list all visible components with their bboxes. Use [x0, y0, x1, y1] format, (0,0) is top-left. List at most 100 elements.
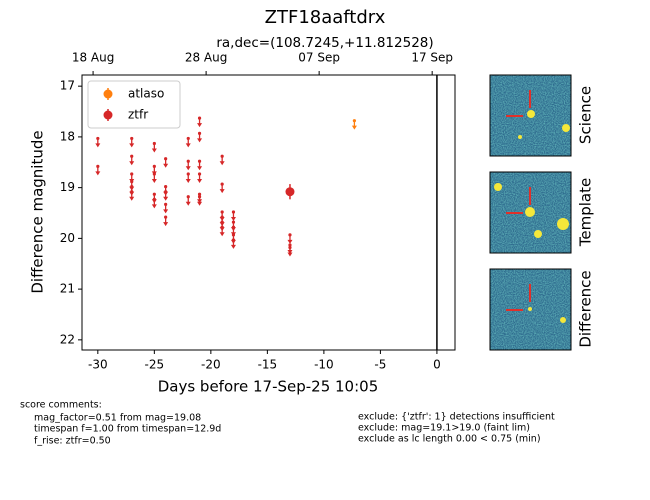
- x-tick-label: -20: [201, 358, 221, 372]
- x-tick-label: -10: [314, 358, 334, 372]
- cutout-frame: [489, 171, 572, 254]
- limit-arrow: [287, 252, 293, 257]
- upper-limit: [197, 116, 203, 128]
- x-tick-label: -30: [88, 358, 108, 372]
- chart-subtitle: ra,dec=(108.7245,+11.812528): [216, 35, 433, 51]
- y-tick-label: 19: [60, 180, 75, 194]
- upper-limit: [197, 131, 203, 143]
- upper-limit: [185, 159, 191, 171]
- y-tick-label: 20: [60, 231, 75, 245]
- cutout-label: Template: [577, 178, 595, 247]
- limit-dot: [197, 159, 202, 163]
- upper-limit: [163, 190, 169, 201]
- top-x-tick-label: 17 Sep: [411, 51, 453, 65]
- cutout-source: [528, 307, 532, 311]
- upper-limit: [219, 182, 225, 194]
- y-tick-label: 18: [60, 129, 75, 143]
- limit-arrow: [197, 201, 203, 206]
- upper-limit: [197, 195, 203, 206]
- limit-dot: [220, 215, 224, 219]
- limit-dot: [220, 182, 224, 186]
- limit-dot: [186, 195, 190, 199]
- upper-limit: [151, 172, 157, 183]
- limit-arrow: [351, 125, 357, 130]
- limit-dot: [220, 154, 224, 158]
- limit-dot: [152, 172, 156, 176]
- limit-arrow: [95, 171, 101, 176]
- limit-arrow: [185, 201, 191, 206]
- limit-arrow: [219, 189, 225, 194]
- y-tick-label: 22: [60, 332, 75, 346]
- limit-dot: [164, 190, 168, 194]
- limit-dot: [197, 131, 202, 135]
- upper-limit: [351, 119, 357, 130]
- upper-limit: [129, 154, 135, 166]
- upper-limit: [185, 195, 191, 206]
- upper-limit: [287, 233, 293, 244]
- score-line: f_rise: ztfr=0.50: [34, 436, 111, 447]
- limit-arrow: [95, 143, 101, 148]
- legend-marker: [103, 89, 113, 99]
- score-line: timespan f=1.00 from timespan=12.9d: [34, 424, 221, 435]
- exclusion: exclude as lc length 0.00 < 0.75 (min): [358, 434, 541, 445]
- cutout-source: [562, 124, 570, 132]
- point: [285, 187, 295, 197]
- limit-dot: [164, 185, 168, 189]
- limit-arrow: [185, 143, 191, 148]
- limit-dot: [231, 220, 236, 224]
- upper-limit: [163, 215, 169, 227]
- cutout-frame: [489, 268, 572, 351]
- limit-arrow: [219, 161, 225, 166]
- limit-dot: [197, 195, 202, 199]
- limit-dot: [197, 116, 202, 120]
- limit-dot: [231, 238, 236, 242]
- top-x-tick-label: 28 Aug: [185, 51, 228, 65]
- limit-dot: [288, 243, 292, 247]
- top-x-tick-label: 18 Aug: [72, 51, 115, 65]
- limit-dot: [152, 192, 156, 196]
- limit-dot: [220, 225, 224, 229]
- limit-dot: [164, 202, 168, 206]
- chart-title: ZTF18aaftdrx: [265, 7, 386, 28]
- y-tick-label: 21: [60, 282, 75, 296]
- limit-dot: [220, 210, 224, 214]
- limit-dot: [197, 192, 202, 196]
- upper-limit: [197, 172, 203, 183]
- y-tick-label: 17: [60, 79, 75, 93]
- limit-dot: [164, 215, 168, 219]
- x-tick-label: 0: [433, 358, 441, 372]
- limit-dot: [288, 233, 292, 237]
- limit-dot: [220, 220, 224, 224]
- limit-arrow: [163, 196, 169, 201]
- limit-arrow: [197, 138, 203, 143]
- upper-limit: [163, 157, 169, 168]
- limit-dot: [186, 172, 190, 176]
- cutout-source: [527, 110, 535, 118]
- limit-dot: [96, 136, 100, 141]
- upper-limit: [185, 136, 191, 148]
- limit-arrow: [287, 239, 293, 244]
- limit-dot: [186, 159, 190, 163]
- plot-frame: [81, 74, 456, 351]
- limit-dot: [152, 164, 156, 168]
- limit-arrow: [185, 166, 191, 171]
- limit-arrow: [129, 143, 135, 148]
- upper-limit: [151, 197, 157, 209]
- limit-arrow: [219, 232, 225, 237]
- upper-limit: [230, 210, 236, 222]
- y-axis-label: Difference magnitude: [29, 130, 47, 293]
- limit-dot: [130, 136, 134, 141]
- limit-dot: [130, 172, 134, 176]
- cutout-label: Science: [577, 86, 595, 144]
- limit-dot: [231, 225, 236, 229]
- limit-dot: [288, 245, 292, 250]
- limit-dot: [130, 185, 134, 189]
- top-x-tick-label: 07 Sep: [298, 51, 340, 65]
- limit-arrow: [197, 178, 203, 183]
- x-tick-label: -5: [374, 358, 386, 372]
- limit-arrow: [163, 222, 169, 227]
- upper-limit: [185, 172, 191, 183]
- cutout-source: [560, 317, 566, 323]
- limit-arrow: [163, 163, 169, 168]
